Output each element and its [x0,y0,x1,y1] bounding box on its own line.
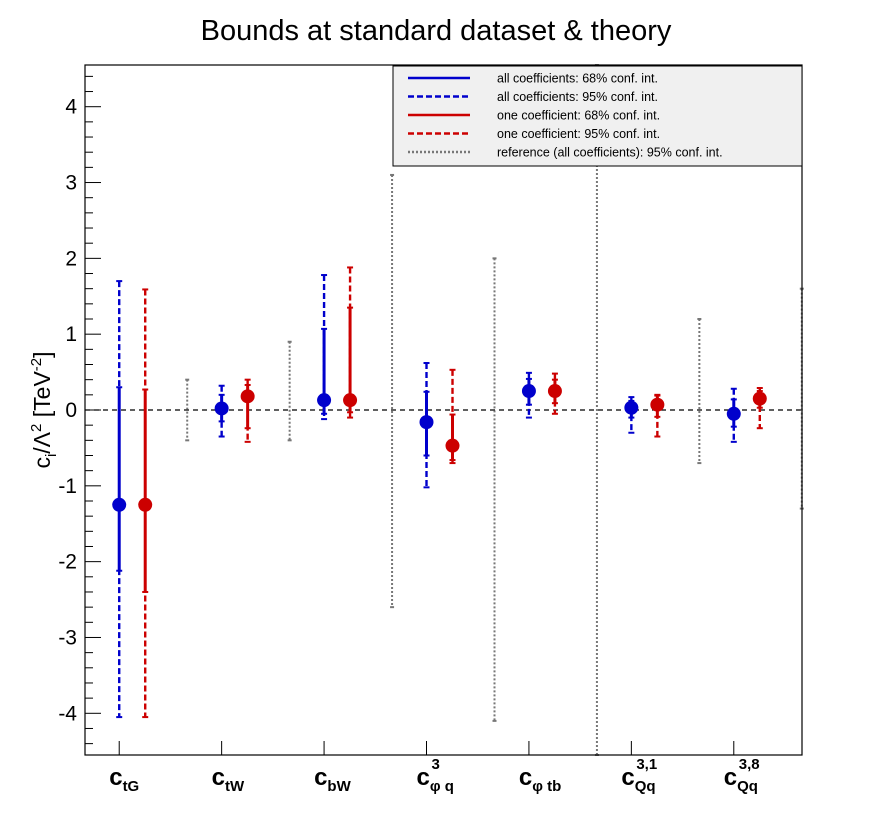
x-category-label-1: ctW [212,764,245,795]
y-tick-label: -3 [58,626,77,649]
y-axis-label: ci/Λ2 [TeV-2] [28,351,60,468]
legend-label-4: reference (all coefficients): 95% conf. … [497,146,723,160]
y-tick-label: 3 [65,172,77,195]
one-central-point-5 [650,397,665,412]
y-tick-label: -1 [58,475,77,498]
legend-label-1: all coefficients: 95% conf. int. [497,90,658,104]
x-category-label-5: cQq [621,764,655,795]
y-tick-label: 0 [65,399,77,422]
one-central-point-0 [138,497,153,512]
x-category-label-4: cφ tb [519,764,561,795]
legend-label-0: all coefficients: 68% conf. int. [497,72,658,86]
one-central-point-1 [240,389,255,404]
x-category-label-6: cQq [724,764,758,795]
all-central-point-5 [624,400,639,415]
all-central-point-0 [112,497,127,512]
x-category-label-2: cbW [314,764,352,795]
x-category-sup-3: 3 [432,756,440,773]
y-axis-label-text: ci/Λ2 [TeV-2] [28,351,60,468]
legend-label-3: one coefficient: 95% conf. int. [497,127,660,141]
y-tick-label: 2 [65,247,77,270]
legend-label-2: one coefficient: 68% conf. int. [497,109,660,123]
y-tick-label: -2 [58,551,77,574]
y-tick-label: 4 [65,96,77,119]
one-central-point-4 [547,384,562,399]
y-tick-label: -4 [58,702,77,725]
all-central-point-2 [317,393,332,408]
one-central-point-3 [445,438,460,453]
one-central-point-6 [752,391,767,406]
x-category-label-3: cφ q [417,764,454,795]
x-category-sup-6: 3,8 [739,756,760,773]
all-central-point-3 [419,415,434,430]
x-category-label-0: ctG [109,764,139,795]
y-tick-label: 1 [65,323,77,346]
all-central-point-6 [726,406,741,421]
all-central-point-1 [214,401,229,416]
one-central-point-2 [343,393,358,408]
chart-title: Bounds at standard dataset & theory [201,15,672,47]
all-central-point-4 [521,384,536,399]
legend: all coefficients: 68% conf. int. all coef… [392,65,803,167]
x-category-sup-5: 3,1 [636,756,657,773]
plot-area [85,64,804,756]
